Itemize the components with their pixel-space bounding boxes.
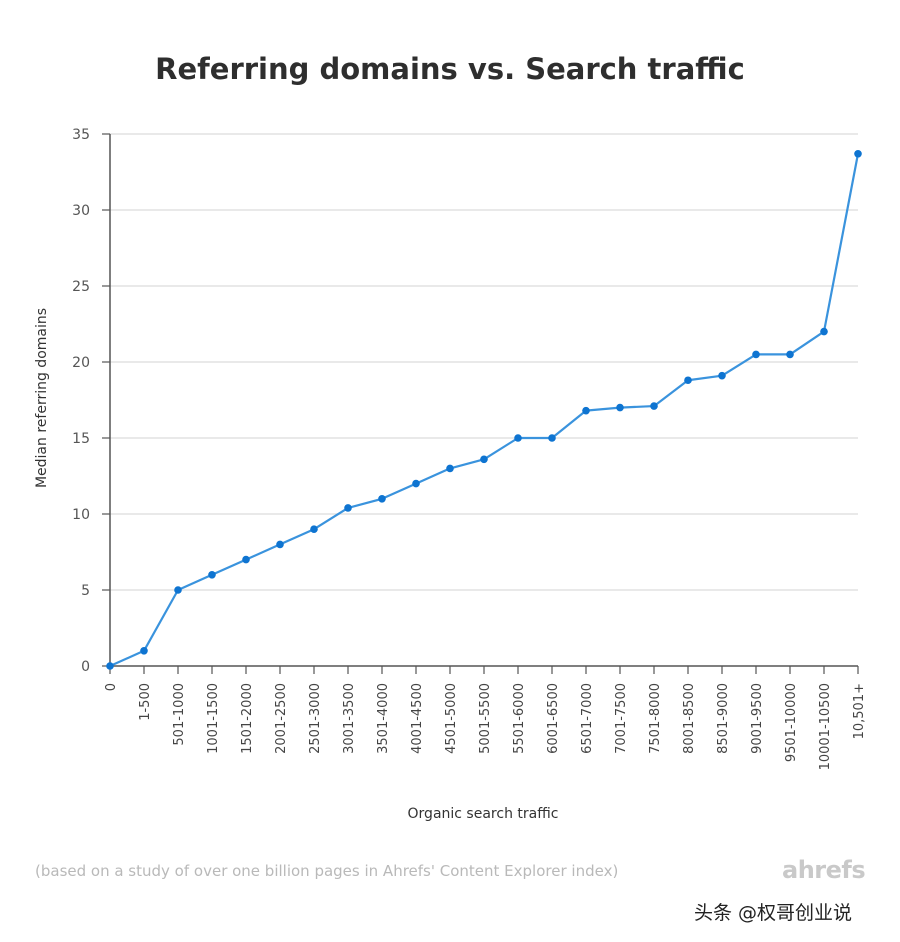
gridlines <box>110 133 858 591</box>
y-tick-label: 5 <box>81 583 90 599</box>
data-point <box>854 149 862 158</box>
data-point <box>650 402 658 410</box>
data-point <box>514 434 522 442</box>
x-tick-label: 2001-2500 <box>274 683 289 754</box>
data-point <box>752 350 760 359</box>
tick-labels: 0 5 10 15 20 25 30 35 0 1-500 501-1000 1001-1500 150… <box>72 127 867 770</box>
x-tick-label: 7501-8000 <box>648 683 663 754</box>
x-tick-label: 10001-10500 <box>818 683 833 770</box>
data-point <box>276 540 284 549</box>
series-layer <box>106 149 862 670</box>
y-tick-label: 35 <box>72 127 90 143</box>
data-point <box>684 376 692 385</box>
x-tick-label: 10,501+ <box>852 683 867 739</box>
data-point <box>140 647 148 655</box>
x-tick-label: 0 <box>104 683 119 691</box>
brand-logo: ahrefs <box>782 856 866 884</box>
data-point <box>174 586 182 594</box>
data-point <box>378 495 386 503</box>
x-tick-label: 7001-7500 <box>614 683 629 754</box>
data-point <box>786 350 794 359</box>
x-tick-label: 1001-1500 <box>206 683 221 754</box>
data-point <box>242 555 250 564</box>
series-line <box>109 153 860 668</box>
y-tick-label: 10 <box>72 507 90 523</box>
y-tick-label: 15 <box>72 431 90 447</box>
x-axis-label: Organic search traffic <box>408 806 559 822</box>
x-tick-label: 501-1000 <box>172 683 187 746</box>
data-point <box>310 525 318 533</box>
x-tick-label: 9501-10000 <box>784 683 799 762</box>
x-tick-label: 8501-9000 <box>716 683 731 754</box>
y-tick-label: 20 <box>72 355 90 371</box>
data-point <box>480 455 488 464</box>
data-point <box>548 434 556 442</box>
y-tick-label: 0 <box>81 659 90 675</box>
footnote: (based on a study of over one billion pa… <box>35 862 619 880</box>
data-point <box>582 406 590 415</box>
data-point <box>412 479 420 488</box>
x-tick-label: 5501-6000 <box>512 683 527 754</box>
x-tick-label: 1501-2000 <box>240 683 255 754</box>
chart-title: Referring domains vs. Search traffic <box>155 52 745 86</box>
data-point <box>718 371 726 380</box>
x-tick-label: 5001-5500 <box>478 683 493 754</box>
x-tick-label: 3501-4000 <box>376 683 391 754</box>
y-axis-label: Median referring domains <box>34 308 50 488</box>
y-tick-label: 25 <box>72 279 90 295</box>
x-tick-label: 1-500 <box>138 683 153 721</box>
x-tick-label: 2501-3000 <box>308 683 323 754</box>
data-point <box>344 504 352 512</box>
data-point <box>616 403 624 412</box>
x-tick-label: 4001-4500 <box>410 683 425 754</box>
data-point <box>446 464 454 473</box>
axes <box>102 133 859 674</box>
y-tick-label: 30 <box>72 203 90 219</box>
watermark: 头条 @权哥创业说 <box>694 902 853 924</box>
x-tick-label: 8001-8500 <box>682 683 697 754</box>
x-tick-label: 4501-5000 <box>444 683 459 754</box>
x-tick-label: 6501-7000 <box>580 683 595 754</box>
data-point <box>208 571 216 579</box>
data-point <box>106 662 114 670</box>
x-tick-label: 6001-6500 <box>546 683 561 754</box>
x-tick-label: 3001-3500 <box>342 683 357 754</box>
x-tick-label: 9001-9500 <box>750 683 765 754</box>
data-point <box>820 327 828 336</box>
